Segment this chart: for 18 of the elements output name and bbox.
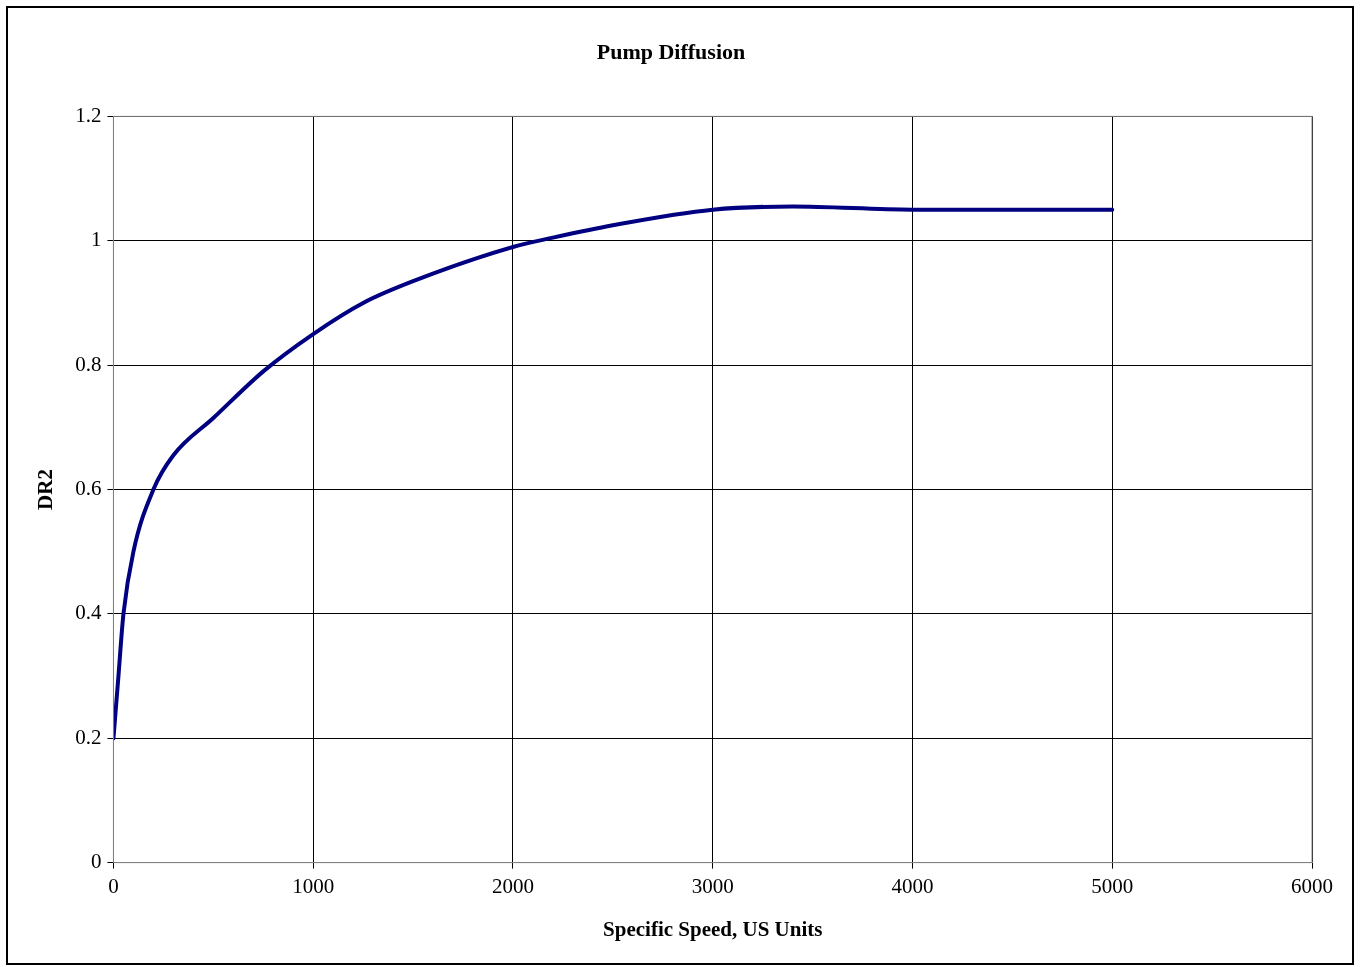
y-axis-title: DR2: [33, 469, 58, 510]
x-tick-label: 4000: [891, 873, 934, 898]
y-tick-label: 1: [90, 227, 102, 252]
x-tick-label: 5000: [1091, 873, 1134, 898]
y-tick-label: 0.2: [75, 724, 102, 749]
y-tick-label: 0: [90, 849, 102, 874]
chart-title: Pump Diffusion: [596, 38, 746, 64]
x-tick-label: 2000: [491, 873, 534, 898]
line-series: [113, 204, 1115, 741]
x-tick-label: 6000: [1291, 873, 1333, 898]
y-tick-label: 0.8: [75, 351, 102, 376]
y-tick-label: 0.4: [75, 600, 102, 625]
x-tick-label: 0: [108, 873, 119, 898]
y-tick-label: 1.2: [75, 102, 102, 127]
x-tick-label: 1000: [292, 873, 335, 898]
y-tick-label: 0.6: [75, 476, 102, 501]
x-axis-title: Specific Speed, US Units: [603, 916, 823, 941]
x-tick-label: 3000: [691, 873, 734, 898]
